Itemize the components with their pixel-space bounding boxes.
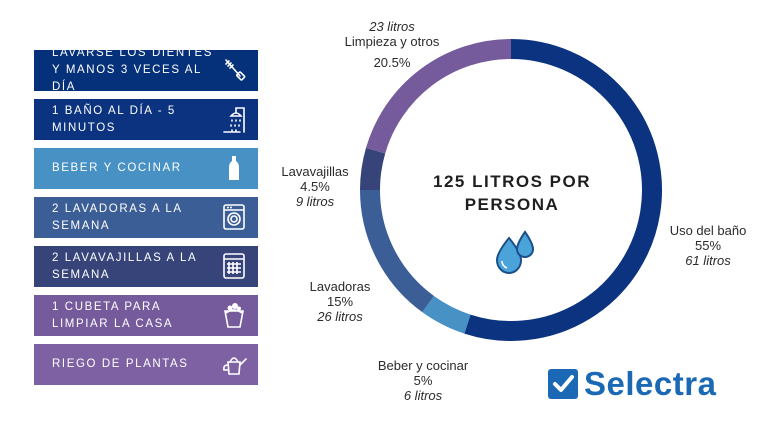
- slice-name: Lavavajillas: [281, 164, 349, 179]
- label-beber-y-cocinar: Beber y cocinar 5% 6 litros: [370, 358, 476, 403]
- slice-name: Limpieza y otros: [344, 34, 440, 49]
- legend-item-watering: Riego de plantas: [34, 344, 258, 385]
- legend-item-label: Riego de plantas: [52, 358, 189, 370]
- selectra-logo: Selectra: [548, 365, 717, 402]
- watering-can-icon: [220, 350, 248, 378]
- washing-machine-icon: [220, 203, 248, 231]
- donut-slice-limpieza-y-otros: [365, 39, 512, 154]
- slice-liters: 9 litros: [295, 194, 335, 209]
- slice-percent: 55%: [694, 238, 722, 253]
- legend-item-label: Beber y cocinar: [52, 162, 182, 174]
- label-lavavajillas: Lavavajillas 4.5% 9 litros: [275, 164, 355, 209]
- slice-liters: 23 litros: [369, 19, 415, 34]
- label-limpieza-y-otros: 23 litros Limpieza y otros 20.5%: [332, 19, 452, 70]
- legend-panel: Lavarse los dientes y manos 3 veces al d…: [34, 47, 258, 393]
- donut-slice-lavadoras: [360, 189, 435, 313]
- slice-liters: 26 litros: [317, 309, 363, 324]
- slice-percent: 20.5%: [373, 55, 411, 70]
- chart-title: 125 litros por persona: [433, 172, 591, 214]
- bucket-icon: [220, 301, 248, 329]
- slice-liters: 6 litros: [403, 388, 443, 403]
- slice-percent: 15%: [326, 294, 354, 309]
- slice-percent: 5%: [413, 373, 433, 388]
- brand-name: Selectra: [584, 365, 717, 402]
- bottle-icon: [220, 154, 248, 182]
- slice-liters: 61 litros: [685, 253, 731, 268]
- slice-name: Lavadoras: [309, 279, 371, 294]
- legend-item-shower: 1 baño al día - 5 minutos: [34, 99, 258, 140]
- slice-name: Beber y cocinar: [377, 358, 469, 373]
- legend-item-brushing: Lavarse los dientes y manos 3 veces al d…: [34, 47, 258, 93]
- donut-slice-beber-y-cocinar: [422, 295, 471, 334]
- legend-item-washing-machine: 2 lavadoras a la semana: [34, 197, 258, 238]
- legend-item-label: Lavarse los dientes y manos 3 veces al d…: [52, 47, 213, 93]
- legend-item-label: 2 lavadoras a la semana: [52, 202, 183, 232]
- slice-name: Uso del baño: [669, 223, 747, 238]
- dishwasher-icon: [220, 252, 248, 280]
- legend-item-dishwasher: 2 lavavajillas a la semana: [34, 246, 258, 287]
- legend-item-bucket: 1 cubeta para limpiar la casa: [34, 295, 258, 336]
- legend-item-label: 1 cubeta para limpiar la casa: [52, 300, 174, 330]
- check-icon: [548, 369, 578, 399]
- shower-icon: [220, 105, 248, 133]
- legend-item-label: 2 lavavajillas a la semana: [52, 251, 197, 281]
- toothbrush-icon: [220, 56, 248, 84]
- slice-percent: 4.5%: [300, 179, 330, 194]
- water-drops-icon: [495, 230, 535, 275]
- legend-item-label: 1 baño al día - 5 minutos: [52, 104, 176, 134]
- donut-slice-lavavajillas: [360, 147, 386, 191]
- donut-slice-uso-del-ba-o: [464, 39, 662, 341]
- legend-item-drink-cook: Beber y cocinar: [34, 148, 258, 189]
- label-uso-del-bano: Uso del baño 55% 61 litros: [660, 223, 756, 268]
- label-lavadoras: Lavadoras 15% 26 litros: [300, 279, 380, 324]
